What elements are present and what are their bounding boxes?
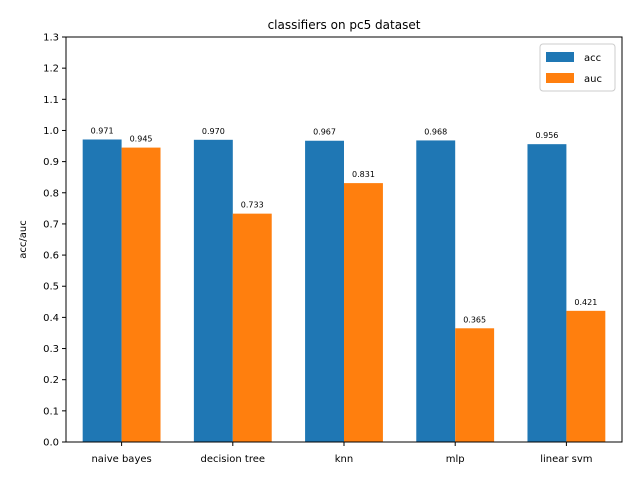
x-tick-label: knn	[335, 454, 353, 465]
bar-auc	[121, 147, 161, 442]
legend-label-acc: acc	[584, 53, 601, 64]
plot-frame	[65, 36, 623, 443]
x-tick-label: mlp	[446, 454, 465, 465]
bar-auc	[566, 310, 606, 442]
data-label-auc: 0.945	[130, 135, 153, 144]
data-label-auc: 0.365	[463, 315, 486, 324]
legend-label-auc: auc	[584, 74, 602, 85]
bar-acc	[527, 144, 567, 442]
x-axis: naive bayes decision tree knn mlp linear svm	[91, 442, 593, 465]
y-tick-label: 0.7	[43, 219, 59, 230]
data-label-acc: 0.968	[424, 127, 447, 136]
bars-group	[82, 139, 606, 443]
y-tick-label: 0.2	[43, 375, 59, 386]
data-label-auc: 0.831	[352, 170, 375, 179]
x-tick-label: linear svm	[540, 454, 592, 465]
y-tick-label: 0.1	[43, 406, 59, 417]
legend-swatch-acc	[546, 52, 574, 62]
data-label-auc: 0.733	[241, 201, 264, 210]
y-tick-label: 1.1	[43, 95, 59, 106]
data-labels-group: 0.971 0.945 0.970 0.733 0.967 0.831 0.968 0.365…	[91, 126, 598, 324]
y-tick-label: 0.3	[43, 344, 59, 355]
y-tick-label: 0.0	[43, 438, 59, 449]
y-tick-label: 0.6	[43, 251, 59, 262]
bar-acc	[305, 140, 344, 442]
y-tick-label: 0.5	[43, 282, 59, 293]
chart-title: classifiers on pc5 dataset	[268, 18, 421, 32]
x-tick-label: decision tree	[201, 454, 266, 465]
data-label-acc: 0.971	[91, 126, 114, 135]
y-axis: 0.0 0.1 0.2 0.3 0.4 0.5 0.6 0.7 0.8 0.9 1.0 1.1 1.2 1…	[43, 33, 66, 449]
bar-acc	[416, 140, 456, 442]
legend-swatch-auc	[546, 73, 574, 83]
legend-box	[539, 43, 616, 92]
bar-auc	[455, 328, 495, 442]
x-tick-label: naive bayes	[91, 454, 151, 465]
legend: acc auc	[539, 43, 616, 92]
bar-auc	[344, 183, 383, 442]
y-tick-label: 0.9	[43, 157, 59, 168]
data-label-auc: 0.421	[574, 298, 597, 307]
y-axis-label: acc/auc	[18, 220, 29, 258]
y-tick-label: 1.2	[43, 64, 59, 75]
data-label-acc: 0.970	[202, 127, 225, 136]
bar-acc	[193, 139, 233, 443]
y-tick-label: 0.8	[43, 188, 59, 199]
bar-auc	[232, 213, 272, 442]
data-label-acc: 0.956	[535, 131, 558, 140]
y-tick-label: 1.3	[43, 33, 59, 44]
y-tick-label: 1.0	[43, 126, 59, 137]
bar-acc	[82, 139, 122, 442]
data-label-acc: 0.967	[313, 128, 336, 137]
y-tick-label: 0.4	[43, 313, 59, 324]
